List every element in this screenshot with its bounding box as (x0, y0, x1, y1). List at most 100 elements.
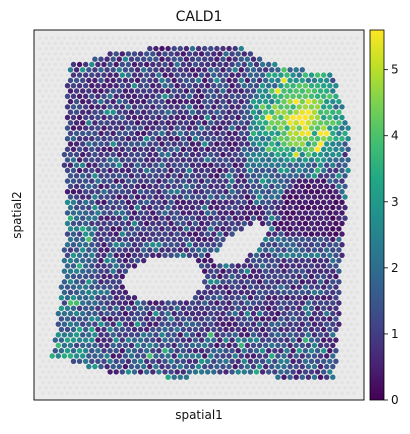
background-spot (154, 290, 158, 295)
spot (238, 141, 244, 147)
background-spot (175, 285, 180, 289)
spot (61, 321, 68, 327)
spot (83, 263, 89, 269)
spot (125, 199, 132, 205)
spot (141, 310, 147, 317)
background-spot (59, 380, 64, 385)
spot (70, 210, 77, 216)
background-spot (248, 380, 253, 385)
spot (165, 353, 171, 359)
background-spot (349, 237, 353, 242)
background-spot (251, 36, 256, 40)
spot (311, 363, 318, 370)
background-spot (269, 375, 274, 380)
spot (159, 353, 165, 359)
spot (299, 257, 305, 264)
spot (232, 141, 238, 147)
spot (244, 141, 251, 147)
background-spot (346, 232, 350, 237)
background-spot (166, 385, 171, 390)
spot (186, 348, 193, 354)
spot (284, 231, 290, 237)
spot (168, 252, 174, 258)
spot (162, 136, 168, 142)
spot (317, 109, 324, 115)
spot (208, 310, 214, 317)
spot (122, 363, 129, 370)
spot (174, 326, 180, 333)
spot (183, 109, 190, 115)
spot (137, 199, 144, 205)
spot (293, 300, 299, 306)
spot (305, 141, 312, 147)
background-spot (154, 269, 158, 274)
spot (177, 162, 183, 168)
spot (104, 268, 110, 274)
spot (208, 342, 214, 349)
spot (159, 215, 165, 221)
background-spot (327, 380, 332, 385)
spot (168, 61, 174, 68)
spot (253, 199, 260, 205)
spot (101, 189, 107, 195)
spot (86, 342, 92, 349)
spot (125, 305, 132, 311)
spot (141, 342, 147, 349)
spot (110, 173, 116, 179)
background-spot (77, 41, 82, 46)
spot (119, 210, 126, 216)
spot (171, 162, 177, 168)
spot (76, 305, 83, 311)
spot (226, 342, 232, 349)
spot (134, 173, 141, 179)
spot (150, 93, 156, 100)
background-spot (41, 380, 45, 385)
background-spot (120, 41, 125, 46)
background-spot (50, 78, 55, 83)
spot (272, 178, 278, 184)
spot (311, 300, 318, 306)
spot (308, 125, 315, 131)
spot (131, 51, 138, 57)
spot (299, 98, 305, 105)
spot (58, 337, 65, 343)
spot (110, 268, 116, 274)
spot (269, 109, 275, 115)
spot (150, 178, 156, 184)
spot (192, 305, 199, 311)
background-spot (285, 62, 289, 67)
spot (214, 279, 220, 285)
background-spot (129, 385, 134, 390)
chart-title: CALD1 (176, 9, 223, 25)
background-spot (260, 391, 265, 395)
background-spot (56, 216, 61, 221)
spot (247, 210, 254, 216)
spot (165, 120, 171, 126)
background-spot (346, 105, 350, 109)
background-spot (233, 375, 238, 380)
spot (162, 125, 168, 131)
spot (119, 157, 126, 163)
background-spot (56, 248, 61, 252)
spot (214, 194, 220, 200)
spot (92, 151, 98, 158)
background-spot (230, 242, 235, 247)
spot (202, 130, 208, 137)
spot (278, 326, 284, 333)
spot (278, 242, 284, 248)
spot (305, 226, 312, 232)
spot (336, 279, 342, 285)
spot (86, 120, 92, 126)
spot (269, 183, 275, 190)
spot (217, 83, 223, 89)
background-spot (352, 327, 357, 332)
spot (134, 257, 141, 264)
spot (64, 295, 71, 301)
spot (198, 136, 205, 142)
spot (89, 178, 95, 184)
spot (214, 88, 220, 94)
background-spot (279, 62, 283, 67)
spot (241, 326, 247, 333)
background-spot (86, 375, 91, 380)
spot (324, 141, 330, 147)
